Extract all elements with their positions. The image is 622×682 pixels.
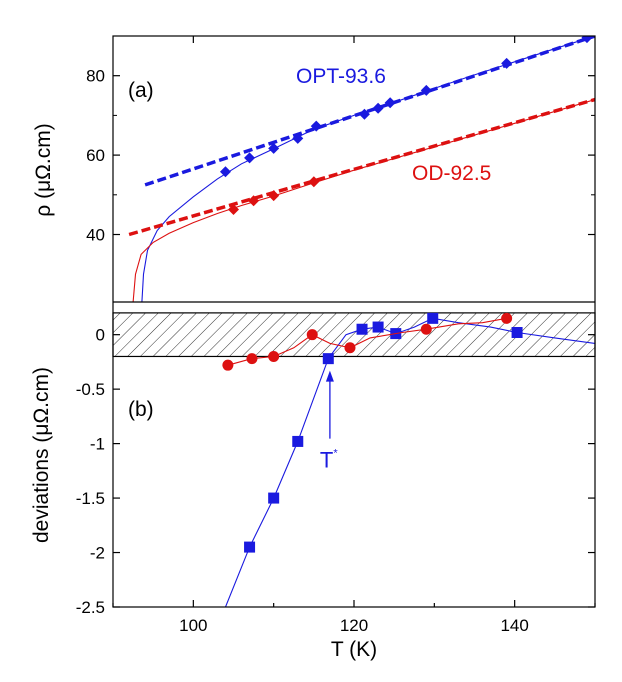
panel-b-ytick-labels: 0 -0.5 -1 -1.5 -2 -2.5: [76, 326, 105, 617]
opt-deviation-point: [244, 541, 256, 553]
od-data-point: [308, 176, 320, 188]
opt-data-point: [581, 36, 593, 44]
panel-b-plot-area: [222, 312, 595, 607]
tstar-annotation: T*: [320, 448, 338, 473]
x-tick-label: 100: [179, 616, 207, 635]
od-data-point: [248, 195, 260, 207]
opt-deviation-point: [292, 435, 304, 447]
opt-data-point: [358, 108, 370, 120]
od-deviation-point: [268, 350, 280, 362]
od-deviation-point: [501, 312, 513, 324]
tstar-superscript: *: [333, 448, 338, 460]
panel-b-ticks: [112, 334, 596, 608]
od-deviation-point: [306, 329, 318, 341]
y-tick-label: -2: [90, 544, 105, 563]
panel-b-label: (b): [128, 398, 154, 421]
opt-data-point: [501, 57, 513, 69]
od-deviation-point: [420, 323, 432, 335]
panel-b: 0 -0.5 -1 -1.5 -2 -2.5 100 120 140 (b) T* devia…: [30, 312, 596, 661]
x-tick-labels: 100 120 140: [179, 616, 529, 635]
opt-data-point: [244, 152, 256, 164]
opt-data-point: [420, 84, 432, 96]
x-axis-title: T (K): [331, 638, 377, 661]
tstar-arrowhead: [325, 370, 334, 382]
y-tick-label: -0.5: [76, 380, 105, 399]
opt-deviation-curve: [224, 317, 595, 607]
opt-deviation-point: [511, 327, 523, 338]
opt-data-point: [268, 142, 280, 154]
x-tick-label: 140: [500, 616, 528, 635]
tstar-main: T: [320, 448, 333, 473]
opt-data-point: [384, 97, 396, 109]
y-tick-label: -1: [90, 435, 105, 454]
opt-data-point: [372, 102, 384, 114]
plot-frame: [112, 35, 596, 608]
opt-deviation-point: [268, 492, 280, 504]
od-deviation-point: [222, 359, 234, 371]
od-deviation-point: [344, 342, 356, 354]
panel-b-y-axis-title: deviations (μΩ.cm): [30, 367, 53, 543]
x-tick-label: 120: [340, 616, 368, 635]
y-tick-label: 40: [86, 226, 105, 245]
od-data-point: [228, 203, 239, 215]
y-tick-label: -2.5: [76, 598, 105, 617]
panel-a: 40 60 80 (a) OPT-93.6 OD-92.5 ρ (μΩ.cm): [32, 35, 595, 302]
opt-deviation-point: [322, 353, 334, 365]
od-fit-curve: [132, 98, 595, 302]
panel-a-plot-area: [128, 36, 595, 302]
opt-deviation-point: [356, 323, 368, 335]
y-tick-label: -1.5: [76, 489, 105, 508]
od-deviation-point: [246, 353, 258, 365]
y-tick-label: 80: [86, 67, 105, 86]
opt-deviation-point: [372, 321, 384, 333]
panel-a-label: (a): [128, 79, 154, 102]
opt-data-point: [219, 166, 231, 178]
opt-data-point: [310, 120, 322, 132]
od-series-label: OD-92.5: [412, 162, 491, 185]
opt-data-point: [292, 132, 304, 144]
opt-series-label: OPT-93.6: [296, 65, 386, 88]
y-tick-label: 0: [96, 326, 105, 345]
panel-a-ytick-labels: 40 60 80: [86, 67, 105, 245]
y-tick-label: 60: [86, 146, 105, 165]
od-data-point: [268, 190, 280, 202]
opt-deviation-point: [427, 312, 439, 324]
panel-a-y-axis-title: ρ (μΩ.cm): [32, 123, 55, 216]
